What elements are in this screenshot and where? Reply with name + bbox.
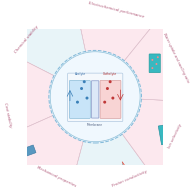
- Circle shape: [106, 87, 109, 90]
- Text: Chemical stability: Chemical stability: [14, 25, 40, 54]
- Text: Water uptake and swelling ratio: Water uptake and swelling ratio: [161, 32, 189, 83]
- Bar: [19, 38, 23, 46]
- Circle shape: [151, 59, 153, 61]
- Bar: [8, 121, 11, 131]
- FancyBboxPatch shape: [149, 54, 160, 73]
- Circle shape: [85, 97, 89, 100]
- Bar: [6, 75, 8, 78]
- Circle shape: [151, 67, 153, 69]
- Wedge shape: [123, 4, 192, 103]
- Circle shape: [103, 101, 106, 104]
- FancyBboxPatch shape: [92, 81, 99, 118]
- Bar: [2, 75, 5, 78]
- Circle shape: [82, 13, 86, 17]
- Circle shape: [49, 50, 142, 143]
- Bar: [11, 37, 14, 46]
- Circle shape: [111, 97, 114, 100]
- FancyBboxPatch shape: [68, 73, 123, 122]
- Text: Proton conductivity: Proton conductivity: [112, 170, 148, 188]
- Bar: [24, 35, 27, 46]
- Circle shape: [109, 80, 112, 83]
- Wedge shape: [0, 43, 55, 145]
- FancyBboxPatch shape: [103, 9, 114, 25]
- Text: Cost stability: Cost stability: [3, 102, 12, 128]
- Circle shape: [156, 63, 157, 65]
- Bar: [15, 33, 18, 46]
- Text: Electrochemical performance: Electrochemical performance: [89, 1, 145, 19]
- Text: Mechanical properties: Mechanical properties: [36, 166, 76, 188]
- Bar: [4, 124, 7, 131]
- Polygon shape: [158, 125, 168, 145]
- Wedge shape: [0, 115, 84, 189]
- FancyBboxPatch shape: [0, 76, 10, 95]
- Text: Catholyte: Catholyte: [103, 72, 117, 76]
- FancyBboxPatch shape: [100, 81, 121, 118]
- Text: Anolyte: Anolyte: [74, 72, 86, 76]
- FancyBboxPatch shape: [70, 81, 90, 118]
- Wedge shape: [122, 99, 192, 189]
- Circle shape: [76, 101, 79, 104]
- Circle shape: [83, 80, 86, 83]
- Bar: [0, 75, 2, 78]
- Circle shape: [157, 56, 159, 58]
- Wedge shape: [64, 133, 165, 189]
- Circle shape: [80, 87, 83, 90]
- Text: Ion selectivity: Ion selectivity: [168, 123, 183, 149]
- Circle shape: [50, 52, 140, 142]
- Wedge shape: [0, 0, 86, 76]
- Text: Membrane: Membrane: [87, 122, 103, 127]
- Polygon shape: [13, 145, 36, 160]
- Circle shape: [93, 13, 97, 18]
- Wedge shape: [70, 0, 170, 62]
- Bar: [1, 122, 3, 131]
- Circle shape: [88, 11, 92, 15]
